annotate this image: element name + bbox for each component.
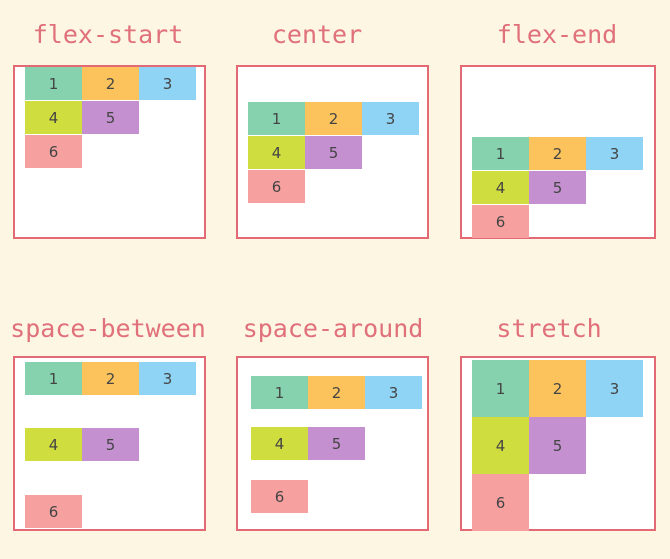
flex-item-2: 2 xyxy=(308,376,365,409)
flex-item-5: 5 xyxy=(529,417,586,474)
flex-item-3: 3 xyxy=(139,362,196,395)
panel-title-space-between: space-between xyxy=(10,314,206,343)
flex-item-6: 6 xyxy=(248,170,305,203)
flex-item-5: 5 xyxy=(305,136,362,169)
flex-item-3: 3 xyxy=(365,376,422,409)
flex-item-2: 2 xyxy=(529,137,586,170)
panel-title-flex-start: flex-start xyxy=(32,20,184,49)
panel-title-flex-end: flex-end xyxy=(496,20,618,49)
flex-item-4: 4 xyxy=(472,171,529,204)
flex-item-1: 1 xyxy=(25,362,82,395)
flex-item-4: 4 xyxy=(472,417,529,474)
flex-item-5: 5 xyxy=(529,171,586,204)
flex-item-5: 5 xyxy=(82,101,139,134)
flex-item-6: 6 xyxy=(25,135,82,168)
flex-item-2: 2 xyxy=(305,102,362,135)
flex-item-4: 4 xyxy=(25,428,82,461)
panel-title-space-around: space-around xyxy=(242,314,424,343)
flex-item-3: 3 xyxy=(586,137,643,170)
panel-title-center: center xyxy=(271,20,363,49)
flex-item-4: 4 xyxy=(25,101,82,134)
flex-item-1: 1 xyxy=(248,102,305,135)
flex-item-2: 2 xyxy=(82,67,139,100)
panel-title-stretch: stretch xyxy=(496,314,602,343)
flex-item-4: 4 xyxy=(251,427,308,460)
flex-item-3: 3 xyxy=(362,102,419,135)
flex-item-6: 6 xyxy=(251,480,308,513)
flex-item-6: 6 xyxy=(472,474,529,531)
flex-item-2: 2 xyxy=(82,362,139,395)
flex-item-4: 4 xyxy=(248,136,305,169)
flex-item-3: 3 xyxy=(586,360,643,417)
flex-item-5: 5 xyxy=(82,428,139,461)
flex-item-6: 6 xyxy=(25,495,82,528)
flex-item-1: 1 xyxy=(25,67,82,100)
flex-item-6: 6 xyxy=(472,205,529,238)
flex-item-5: 5 xyxy=(308,427,365,460)
flex-item-2: 2 xyxy=(529,360,586,417)
flex-item-1: 1 xyxy=(472,360,529,417)
flex-item-1: 1 xyxy=(251,376,308,409)
flex-item-1: 1 xyxy=(472,137,529,170)
flex-item-3: 3 xyxy=(139,67,196,100)
